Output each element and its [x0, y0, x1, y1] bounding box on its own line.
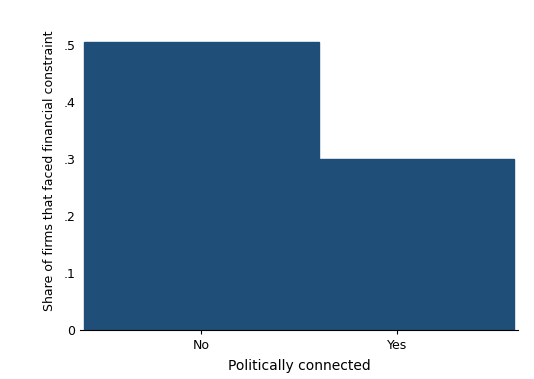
Bar	[84, 42, 319, 330]
X-axis label: Politically connected: Politically connected	[227, 359, 371, 373]
Y-axis label: Share of firms that faced financial constraint: Share of firms that faced financial cons…	[43, 30, 56, 311]
Bar	[279, 158, 514, 330]
